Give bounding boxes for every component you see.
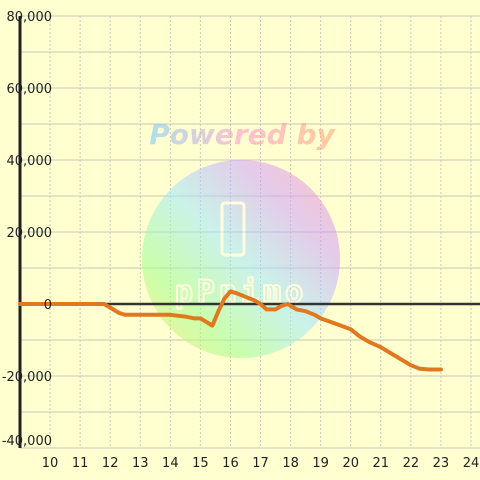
x-tick-label: 12: [102, 456, 119, 471]
x-tick-label: 10: [42, 456, 59, 471]
x-tick-label: 18: [282, 456, 299, 471]
series-line: [18, 289, 443, 372]
y-tick-label: -20,000: [2, 370, 52, 385]
x-tick-label: 23: [433, 456, 450, 471]
x-tick-label: 15: [192, 456, 209, 471]
x-tick-label: 13: [132, 456, 149, 471]
x-tick-label: 21: [373, 456, 390, 471]
x-tick-label: 24: [463, 456, 480, 471]
watermark-circle: [142, 160, 340, 358]
x-tick-label: 19: [312, 456, 329, 471]
tick-labels: 80,000 60,000 40,000 20,000 0 -20,000 -40,000 1…: [2, 10, 479, 471]
y-tick-label: 20,000: [7, 226, 53, 241]
series-layer: [18, 289, 443, 372]
watermark-phone-icon: [220, 201, 246, 257]
y-tick-label: 60,000: [7, 82, 53, 97]
y-tick-label: 0: [44, 298, 52, 313]
x-tick-label: 16: [222, 456, 239, 471]
watermark-text: Powered by: [149, 118, 336, 151]
x-tick-label: 14: [162, 456, 179, 471]
x-tick-label: 11: [72, 456, 89, 471]
x-tick-label: 22: [403, 456, 420, 471]
x-tick-label: 20: [342, 456, 359, 471]
y-tick-label: 40,000: [7, 154, 53, 169]
y-tick-label: -40,000: [2, 434, 52, 449]
x-tick-label: 17: [252, 456, 269, 471]
y-tick-label: 80,000: [7, 10, 53, 25]
